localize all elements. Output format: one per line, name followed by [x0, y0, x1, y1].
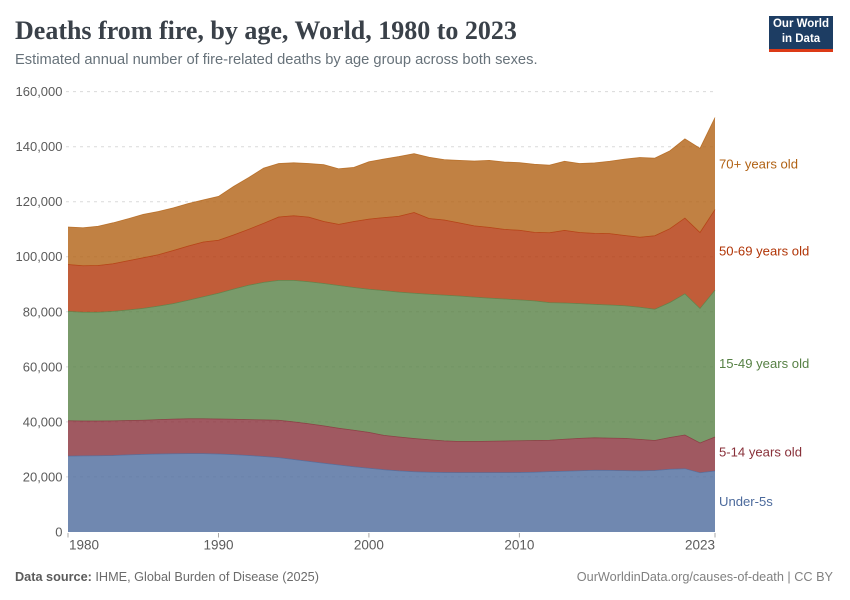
svg-text:140,000: 140,000: [16, 139, 63, 154]
svg-text:1990: 1990: [203, 538, 233, 553]
svg-text:Under-5s: Under-5s: [719, 494, 773, 509]
svg-text:2010: 2010: [504, 538, 534, 553]
svg-text:2000: 2000: [354, 538, 384, 553]
svg-text:20,000: 20,000: [23, 469, 63, 484]
svg-text:70+ years old: 70+ years old: [719, 157, 798, 172]
svg-text:2023: 2023: [685, 538, 715, 553]
svg-text:120,000: 120,000: [16, 194, 63, 209]
svg-text:160,000: 160,000: [16, 84, 63, 99]
svg-text:80,000: 80,000: [23, 304, 63, 319]
svg-text:50-69 years old: 50-69 years old: [719, 244, 809, 259]
svg-text:60,000: 60,000: [23, 359, 63, 374]
svg-text:0: 0: [55, 525, 62, 540]
svg-text:5-14 years old: 5-14 years old: [719, 445, 802, 460]
svg-text:100,000: 100,000: [16, 249, 63, 264]
svg-text:40,000: 40,000: [23, 414, 63, 429]
svg-text:1980: 1980: [69, 538, 99, 553]
svg-text:15-49 years old: 15-49 years old: [719, 356, 809, 371]
